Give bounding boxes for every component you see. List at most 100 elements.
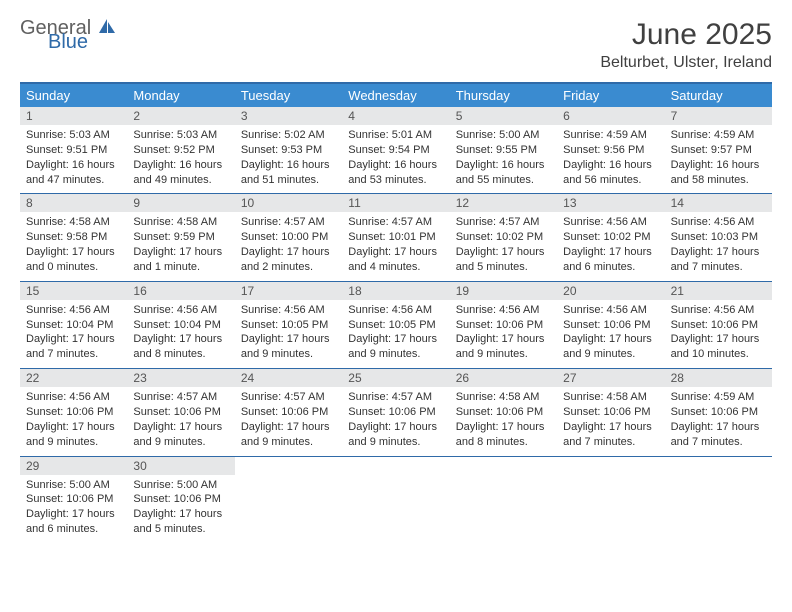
day-cell: 21Sunrise: 4:56 AMSunset: 10:06 PMDaylig…: [665, 282, 772, 368]
sunset-text: Sunset: 10:04 PM: [133, 318, 228, 333]
day-details: Sunrise: 4:57 AMSunset: 10:00 PMDaylight…: [235, 212, 342, 280]
day-details: Sunrise: 4:56 AMSunset: 10:05 PMDaylight…: [342, 300, 449, 368]
daylight-text-2: and 9 minutes.: [241, 435, 336, 450]
sunset-text: Sunset: 10:06 PM: [456, 318, 551, 333]
daylight-text-1: Daylight: 16 hours: [456, 158, 551, 173]
daylight-text-2: and 2 minutes.: [241, 260, 336, 275]
sunrise-text: Sunrise: 4:59 AM: [671, 390, 766, 405]
title-block: June 2025 Belturbet, Ulster, Ireland: [600, 18, 772, 72]
week-row: 8Sunrise: 4:58 AMSunset: 9:58 PMDaylight…: [20, 194, 772, 281]
daylight-text-2: and 1 minute.: [133, 260, 228, 275]
day-label: Tuesday: [235, 84, 342, 107]
daylight-text-2: and 9 minutes.: [348, 435, 443, 450]
day-number: 23: [127, 369, 234, 387]
daylight-text-1: Daylight: 16 hours: [26, 158, 121, 173]
day-details: Sunrise: 4:58 AMSunset: 10:06 PMDaylight…: [450, 387, 557, 455]
week-row: 15Sunrise: 4:56 AMSunset: 10:04 PMDaylig…: [20, 282, 772, 369]
day-number: 7: [665, 107, 772, 125]
day-number: 29: [20, 457, 127, 475]
daylight-text-2: and 7 minutes.: [671, 435, 766, 450]
sunset-text: Sunset: 10:06 PM: [241, 405, 336, 420]
day-cell: 27Sunrise: 4:58 AMSunset: 10:06 PMDaylig…: [557, 369, 664, 455]
sunset-text: Sunset: 10:06 PM: [671, 318, 766, 333]
day-details: Sunrise: 4:58 AMSunset: 9:58 PMDaylight:…: [20, 212, 127, 280]
day-cell: 22Sunrise: 4:56 AMSunset: 10:06 PMDaylig…: [20, 369, 127, 455]
daylight-text-1: Daylight: 17 hours: [241, 420, 336, 435]
day-details: Sunrise: 4:59 AMSunset: 10:06 PMDaylight…: [665, 387, 772, 455]
day-cell: 24Sunrise: 4:57 AMSunset: 10:06 PMDaylig…: [235, 369, 342, 455]
day-label: Saturday: [665, 84, 772, 107]
daylight-text-1: Daylight: 17 hours: [348, 245, 443, 260]
sunrise-text: Sunrise: 5:00 AM: [456, 128, 551, 143]
day-label: Friday: [557, 84, 664, 107]
sunset-text: Sunset: 9:59 PM: [133, 230, 228, 245]
daylight-text-1: Daylight: 17 hours: [671, 245, 766, 260]
daylight-text-2: and 10 minutes.: [671, 347, 766, 362]
day-details: Sunrise: 4:56 AMSunset: 10:04 PMDaylight…: [127, 300, 234, 368]
daylight-text-2: and 7 minutes.: [26, 347, 121, 362]
sunset-text: Sunset: 10:01 PM: [348, 230, 443, 245]
sunrise-text: Sunrise: 4:56 AM: [241, 303, 336, 318]
day-header-row: Sunday Monday Tuesday Wednesday Thursday…: [20, 84, 772, 107]
sunset-text: Sunset: 10:03 PM: [671, 230, 766, 245]
sunrise-text: Sunrise: 4:58 AM: [456, 390, 551, 405]
day-number: 15: [20, 282, 127, 300]
sunrise-text: Sunrise: 5:03 AM: [133, 128, 228, 143]
daylight-text-1: Daylight: 17 hours: [671, 332, 766, 347]
day-cell: 1Sunrise: 5:03 AMSunset: 9:51 PMDaylight…: [20, 107, 127, 193]
sunset-text: Sunset: 10:00 PM: [241, 230, 336, 245]
daylight-text-2: and 4 minutes.: [348, 260, 443, 275]
sunset-text: Sunset: 10:05 PM: [348, 318, 443, 333]
day-cell: ..: [342, 457, 449, 543]
sunrise-text: Sunrise: 4:56 AM: [671, 303, 766, 318]
daylight-text-2: and 9 minutes.: [26, 435, 121, 450]
day-label: Thursday: [450, 84, 557, 107]
day-details: Sunrise: 4:58 AMSunset: 9:59 PMDaylight:…: [127, 212, 234, 280]
daylight-text-1: Daylight: 16 hours: [241, 158, 336, 173]
day-number: 5: [450, 107, 557, 125]
day-cell: 29Sunrise: 5:00 AMSunset: 10:06 PMDaylig…: [20, 457, 127, 543]
daylight-text-2: and 51 minutes.: [241, 173, 336, 188]
daylight-text-1: Daylight: 17 hours: [26, 332, 121, 347]
daylight-text-1: Daylight: 17 hours: [133, 245, 228, 260]
day-number: 22: [20, 369, 127, 387]
daylight-text-2: and 9 minutes.: [563, 347, 658, 362]
week-row: 1Sunrise: 5:03 AMSunset: 9:51 PMDaylight…: [20, 107, 772, 194]
sunrise-text: Sunrise: 4:57 AM: [348, 215, 443, 230]
sunrise-text: Sunrise: 5:02 AM: [241, 128, 336, 143]
sunrise-text: Sunrise: 4:56 AM: [26, 390, 121, 405]
daylight-text-1: Daylight: 17 hours: [456, 245, 551, 260]
daylight-text-2: and 55 minutes.: [456, 173, 551, 188]
daylight-text-1: Daylight: 16 hours: [348, 158, 443, 173]
day-cell: 26Sunrise: 4:58 AMSunset: 10:06 PMDaylig…: [450, 369, 557, 455]
day-cell: ..: [235, 457, 342, 543]
day-cell: 30Sunrise: 5:00 AMSunset: 10:06 PMDaylig…: [127, 457, 234, 543]
daylight-text-1: Daylight: 17 hours: [133, 420, 228, 435]
day-details: Sunrise: 4:57 AMSunset: 10:01 PMDaylight…: [342, 212, 449, 280]
day-cell: 28Sunrise: 4:59 AMSunset: 10:06 PMDaylig…: [665, 369, 772, 455]
day-cell: ..: [557, 457, 664, 543]
sunset-text: Sunset: 10:02 PM: [456, 230, 551, 245]
day-number: 16: [127, 282, 234, 300]
day-cell: 15Sunrise: 4:56 AMSunset: 10:04 PMDaylig…: [20, 282, 127, 368]
sunrise-text: Sunrise: 4:58 AM: [26, 215, 121, 230]
day-cell: 25Sunrise: 4:57 AMSunset: 10:06 PMDaylig…: [342, 369, 449, 455]
daylight-text-2: and 53 minutes.: [348, 173, 443, 188]
sunset-text: Sunset: 10:06 PM: [671, 405, 766, 420]
day-cell: 20Sunrise: 4:56 AMSunset: 10:06 PMDaylig…: [557, 282, 664, 368]
daylight-text-1: Daylight: 17 hours: [671, 420, 766, 435]
sunrise-text: Sunrise: 4:58 AM: [563, 390, 658, 405]
sunrise-text: Sunrise: 4:56 AM: [671, 215, 766, 230]
month-title: June 2025: [600, 18, 772, 52]
sunset-text: Sunset: 9:54 PM: [348, 143, 443, 158]
day-details: Sunrise: 4:56 AMSunset: 10:02 PMDaylight…: [557, 212, 664, 280]
sunset-text: Sunset: 9:53 PM: [241, 143, 336, 158]
day-number: 25: [342, 369, 449, 387]
day-number: 4: [342, 107, 449, 125]
daylight-text-1: Daylight: 17 hours: [348, 332, 443, 347]
day-number: 9: [127, 194, 234, 212]
daylight-text-1: Daylight: 16 hours: [133, 158, 228, 173]
daylight-text-1: Daylight: 17 hours: [456, 332, 551, 347]
daylight-text-1: Daylight: 17 hours: [456, 420, 551, 435]
sunrise-text: Sunrise: 4:57 AM: [241, 390, 336, 405]
